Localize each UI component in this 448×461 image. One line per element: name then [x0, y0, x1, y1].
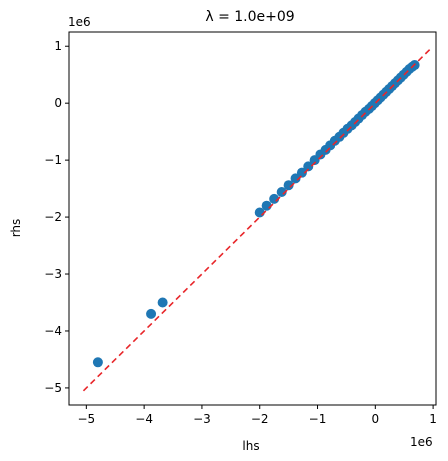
x-tick-label: −3	[193, 412, 211, 426]
x-tick-label: 1	[429, 412, 437, 426]
y-tick-label: −3	[44, 267, 62, 281]
x-tick-label: −4	[135, 412, 153, 426]
y-tick-label: 0	[54, 96, 62, 110]
data-point	[92, 357, 103, 368]
chart-title: λ = 1.0e+09	[205, 9, 294, 25]
axes-frame	[68, 31, 437, 406]
x-tick-label: 0	[371, 412, 379, 426]
y-tick-label: −5	[44, 381, 62, 395]
y-offset-label: 1e6	[68, 15, 91, 29]
x-axis-label: lhs	[242, 439, 259, 453]
x-offset-label: 1e6	[410, 435, 433, 449]
y-tick-label: −4	[44, 324, 62, 338]
data-point	[283, 180, 294, 191]
data-point	[146, 308, 157, 319]
y-axis: −5 −4 −3 −2 −1 0 1	[44, 39, 69, 395]
reference-line	[82, 48, 431, 392]
x-tick-label: −5	[77, 412, 95, 426]
data-point	[157, 297, 168, 308]
data-point	[296, 167, 307, 178]
data-point	[276, 187, 287, 198]
data-point	[303, 161, 314, 172]
y-tick-label: 1	[54, 39, 62, 53]
y-tick-label: −1	[44, 153, 62, 167]
x-tick-label: −1	[309, 412, 327, 426]
y-axis-label: rhs	[9, 219, 23, 238]
x-tick-label: −2	[251, 412, 269, 426]
y-tick-label: −2	[44, 210, 62, 224]
x-axis: −5 −4 −3 −2 −1 0 1	[77, 405, 437, 426]
